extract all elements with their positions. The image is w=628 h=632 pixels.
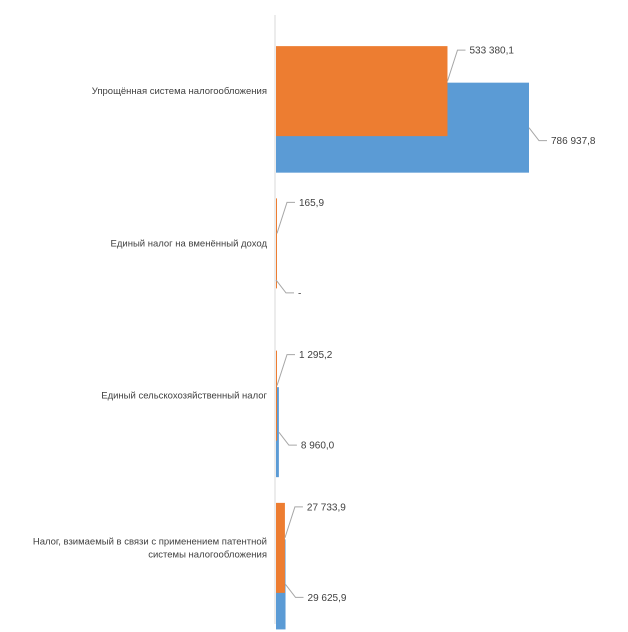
- data-label-series-2: 27 733,9: [307, 502, 346, 513]
- data-label-series-2: 1 295,2: [299, 350, 333, 361]
- category-label: Единый налог на вменённый доход: [111, 238, 268, 249]
- category-label: Упрощённая система налогообложения: [92, 86, 267, 97]
- leader-line: [276, 354, 295, 386]
- category-label: Единый сельскохозяйственный налог: [101, 391, 267, 402]
- bar-series-2: [276, 198, 277, 289]
- bar-series-1: [276, 387, 279, 478]
- leader-line: [528, 127, 547, 142]
- leader-line: [447, 49, 466, 82]
- leader-lines-group: [275, 49, 547, 598]
- leader-line: [276, 201, 295, 234]
- leader-line: [278, 431, 297, 446]
- bar-series-2: [276, 502, 285, 593]
- data-label-series-2: 533 380,1: [469, 46, 514, 57]
- data-label-series-1: 8 960,0: [301, 441, 335, 452]
- leader-line: [285, 584, 304, 598]
- data-label-series-1: 29 625,9: [308, 593, 347, 604]
- leader-line: [275, 279, 294, 294]
- category-label: Налог, взимаемый в связи с применением п…: [33, 536, 267, 547]
- category-label: системы налогообложения: [148, 549, 267, 560]
- data-labels-group: 533 380,1 786 937,8 165,9 - 1 295,2 8 960,0 27…: [298, 46, 596, 604]
- data-label-series-1: 786 937,8: [551, 136, 596, 147]
- category-labels-group: Упрощённая система налогообложения Единый…: [33, 86, 268, 560]
- data-label-series-1: -: [298, 288, 301, 299]
- data-label-series-2: 165,9: [299, 198, 324, 209]
- leader-line: [284, 506, 303, 539]
- bar-series-2: [276, 350, 277, 441]
- bars-group: [276, 46, 529, 630]
- bar-series-2: [276, 46, 448, 137]
